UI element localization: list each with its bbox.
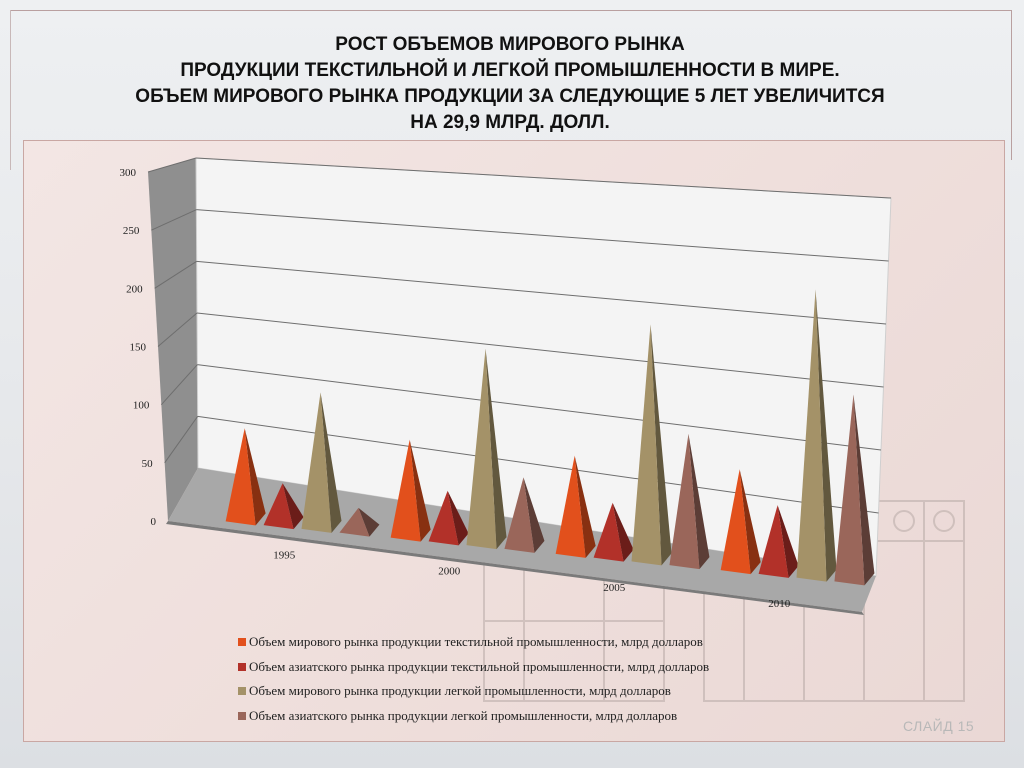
y-tick-label: 100 (133, 400, 150, 412)
pyramid-side-face (409, 439, 431, 542)
pyramid-side-face (777, 505, 799, 578)
pyramid-side-face (739, 469, 761, 575)
pyramid-side-face (574, 455, 596, 558)
gridline-side (164, 416, 199, 464)
legend-item: Объем мирового рынка продукции легкой пр… (238, 679, 709, 704)
pyramid-bar (720, 469, 751, 575)
slide-frame-left (10, 10, 11, 170)
x-tick-label: 2005 (603, 582, 626, 594)
pyramid-side-face (523, 477, 545, 553)
legend-swatch (238, 638, 246, 647)
pyramid-bar (301, 392, 332, 533)
y-tick-label: 150 (130, 342, 147, 354)
title-line-4: НА 29,9 МЛРД. ДОЛЛ. (410, 112, 610, 133)
pyramid-side-face (244, 428, 266, 526)
pyramid-side-face (447, 490, 469, 546)
legend-item: Объем мирового рынка продукции текстильн… (238, 630, 709, 655)
y-tick-label: 300 (120, 167, 137, 179)
pyramid-side-face (853, 394, 875, 586)
pyramid-side-face (650, 324, 672, 566)
slide-number: СЛАЙД 15 (903, 718, 975, 734)
pyramid-bar (555, 455, 586, 558)
legend-swatch (238, 711, 246, 720)
gridline (197, 415, 879, 514)
y-tick-label: 50 (142, 458, 154, 470)
pyramid-side-face (485, 348, 507, 550)
legend-item: Объем азиатского рынка продукции легкой … (238, 704, 709, 729)
gridline (196, 260, 887, 325)
legend-label: Объем мирового рынка продукции легкой пр… (249, 683, 671, 699)
pyramid-bar (390, 439, 421, 542)
slide-frame-right (1011, 10, 1012, 160)
chart-legend: Объем мирового рынка продукции текстильн… (238, 630, 709, 728)
y-tick-label: 0 (151, 516, 157, 528)
legend-label: Объем мирового рынка продукции текстильн… (249, 634, 703, 650)
pyramid-bar (669, 433, 700, 570)
pyramid-bar (834, 394, 865, 586)
pyramid-bar (758, 505, 789, 578)
x-tick-label: 2000 (438, 566, 461, 578)
pyramid-bar (796, 289, 827, 582)
pyramid-bar (263, 483, 294, 530)
legend-swatch (238, 662, 246, 671)
pyramid-side-face (282, 483, 304, 530)
x-tick-label: 1995 (273, 549, 296, 561)
title-line-3: ОБЪЕМ МИРОВОГО РЫНКА ПРОДУКЦИИ ЗА СЛЕДУЮ… (135, 86, 885, 107)
pyramid-side-face (612, 502, 634, 562)
gridline (196, 209, 889, 262)
pyramid-bar (504, 477, 535, 553)
pyramid-bar (225, 428, 256, 526)
y-tick-label: 250 (123, 225, 140, 237)
pyramid-bar (466, 348, 497, 550)
legend-item: Объем азиатского рынка продукции текстил… (238, 655, 709, 680)
slide-title: РОСТ ОБЪЕМОВ МИРОВОГО РЫНКА ПРОДУКЦИИ ТЕ… (30, 32, 990, 136)
legend-swatch (238, 687, 246, 696)
y-tick-label: 200 (126, 283, 143, 295)
gridline-side (154, 260, 197, 289)
gridline-side (157, 312, 198, 347)
chart-side-wall (148, 158, 198, 521)
chart-floor-edge (166, 521, 864, 615)
pyramid-side-face (688, 433, 710, 570)
gridline-side (147, 157, 197, 173)
pyramid-bar (428, 490, 459, 546)
title-line-1: РОСТ ОБЪЕМОВ МИРОВОГО РЫНКА (335, 34, 685, 55)
pyramid-side-face (320, 392, 342, 533)
legend-label: Объем азиатского рынка продукции текстил… (249, 658, 710, 674)
legend-label: Объем азиатского рынка продукции легкой … (249, 707, 678, 723)
pyramid-side-face (815, 289, 837, 582)
pyramid-bar (593, 502, 624, 562)
pyramid-bar (339, 507, 370, 537)
slide-frame-top (10, 10, 1012, 11)
gridline (197, 364, 882, 451)
gridline (196, 312, 884, 388)
pyramid-bar (631, 324, 662, 566)
pyramid-side-face (358, 507, 380, 537)
gridline (195, 157, 892, 199)
gridline-side (151, 209, 197, 231)
x-tick-label: 2010 (768, 598, 791, 610)
gridline-side (160, 364, 198, 406)
title-line-2: ПРОДУКЦИИ ТЕКСТИЛЬНОЙ И ЛЕГКОЙ ПРОМЫШЛЕН… (180, 60, 840, 81)
